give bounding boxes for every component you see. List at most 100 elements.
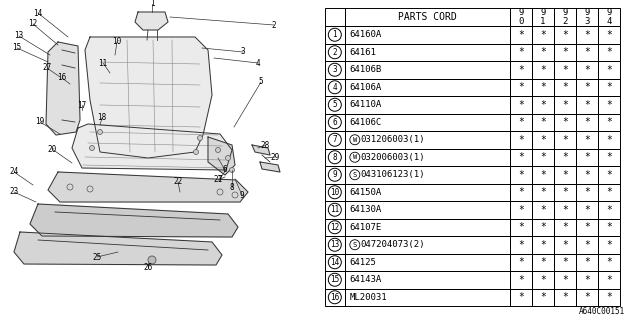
Polygon shape bbox=[48, 172, 248, 202]
Text: *: * bbox=[562, 100, 568, 110]
Bar bbox=[510, 183, 532, 201]
Text: *: * bbox=[606, 292, 612, 302]
Bar bbox=[598, 289, 620, 306]
Bar bbox=[576, 96, 598, 114]
Text: 14: 14 bbox=[33, 9, 43, 18]
Text: 17: 17 bbox=[77, 100, 86, 109]
Bar bbox=[325, 236, 345, 253]
Text: 9
0: 9 0 bbox=[518, 8, 524, 26]
Text: 6: 6 bbox=[223, 165, 227, 174]
Text: 8: 8 bbox=[333, 153, 337, 162]
Text: 19: 19 bbox=[35, 117, 45, 126]
Bar bbox=[532, 44, 554, 61]
Text: 11: 11 bbox=[330, 205, 339, 214]
Bar bbox=[554, 61, 576, 78]
Text: 2: 2 bbox=[272, 20, 276, 29]
Bar bbox=[576, 61, 598, 78]
Bar bbox=[576, 253, 598, 271]
Bar bbox=[345, 78, 510, 96]
Text: 3: 3 bbox=[333, 65, 337, 74]
Bar bbox=[345, 201, 510, 219]
Text: *: * bbox=[540, 257, 546, 267]
Text: *: * bbox=[518, 292, 524, 302]
Text: *: * bbox=[606, 100, 612, 110]
Polygon shape bbox=[72, 124, 232, 170]
Text: *: * bbox=[518, 135, 524, 145]
Bar bbox=[345, 166, 510, 183]
Bar bbox=[325, 271, 345, 289]
Bar bbox=[345, 253, 510, 271]
Bar bbox=[532, 8, 554, 26]
Bar bbox=[325, 78, 345, 96]
Text: S: S bbox=[353, 242, 357, 248]
Text: *: * bbox=[606, 257, 612, 267]
Text: *: * bbox=[584, 257, 590, 267]
Text: *: * bbox=[518, 240, 524, 250]
Text: 13: 13 bbox=[330, 240, 339, 249]
Text: *: * bbox=[518, 47, 524, 57]
Bar bbox=[554, 166, 576, 183]
Bar bbox=[325, 219, 345, 236]
Text: *: * bbox=[518, 100, 524, 110]
Bar bbox=[598, 271, 620, 289]
Text: *: * bbox=[540, 135, 546, 145]
Text: 12: 12 bbox=[330, 223, 339, 232]
Text: 5: 5 bbox=[259, 77, 263, 86]
Bar bbox=[345, 26, 510, 44]
Bar bbox=[510, 26, 532, 44]
Bar bbox=[510, 44, 532, 61]
Bar bbox=[532, 289, 554, 306]
Text: *: * bbox=[540, 30, 546, 40]
Text: *: * bbox=[584, 187, 590, 197]
Text: *: * bbox=[540, 240, 546, 250]
Text: *: * bbox=[562, 187, 568, 197]
Bar bbox=[554, 201, 576, 219]
Bar bbox=[532, 219, 554, 236]
Text: *: * bbox=[606, 187, 612, 197]
Bar bbox=[345, 8, 510, 26]
Text: ML20031: ML20031 bbox=[350, 293, 387, 302]
Text: 27: 27 bbox=[42, 63, 52, 73]
Text: *: * bbox=[584, 135, 590, 145]
Text: 4: 4 bbox=[333, 83, 337, 92]
Bar bbox=[532, 253, 554, 271]
Text: 2: 2 bbox=[333, 48, 337, 57]
Text: *: * bbox=[540, 275, 546, 285]
Text: *: * bbox=[540, 65, 546, 75]
Bar bbox=[510, 201, 532, 219]
Bar bbox=[576, 26, 598, 44]
Bar bbox=[598, 148, 620, 166]
Bar bbox=[576, 114, 598, 131]
Bar bbox=[598, 78, 620, 96]
Text: *: * bbox=[606, 170, 612, 180]
Bar bbox=[576, 8, 598, 26]
Text: 5: 5 bbox=[333, 100, 337, 109]
Text: 14: 14 bbox=[330, 258, 339, 267]
Text: *: * bbox=[606, 152, 612, 162]
Text: 047204073(2): 047204073(2) bbox=[361, 240, 426, 249]
Text: *: * bbox=[584, 222, 590, 232]
Text: *: * bbox=[606, 65, 612, 75]
Bar bbox=[325, 131, 345, 148]
Text: 032006003(1): 032006003(1) bbox=[361, 153, 426, 162]
Text: *: * bbox=[562, 47, 568, 57]
Text: *: * bbox=[518, 275, 524, 285]
Text: *: * bbox=[562, 117, 568, 127]
Bar bbox=[554, 253, 576, 271]
Bar bbox=[576, 289, 598, 306]
Polygon shape bbox=[46, 42, 80, 135]
Bar bbox=[554, 219, 576, 236]
Bar bbox=[532, 166, 554, 183]
Bar bbox=[576, 201, 598, 219]
Bar bbox=[345, 271, 510, 289]
Bar bbox=[325, 114, 345, 131]
Text: W: W bbox=[353, 137, 357, 143]
Text: 64110A: 64110A bbox=[350, 100, 382, 109]
Text: *: * bbox=[518, 187, 524, 197]
Bar bbox=[345, 289, 510, 306]
Bar bbox=[325, 253, 345, 271]
Text: 7: 7 bbox=[218, 174, 222, 183]
Circle shape bbox=[148, 256, 156, 264]
Bar bbox=[532, 131, 554, 148]
Bar bbox=[345, 114, 510, 131]
